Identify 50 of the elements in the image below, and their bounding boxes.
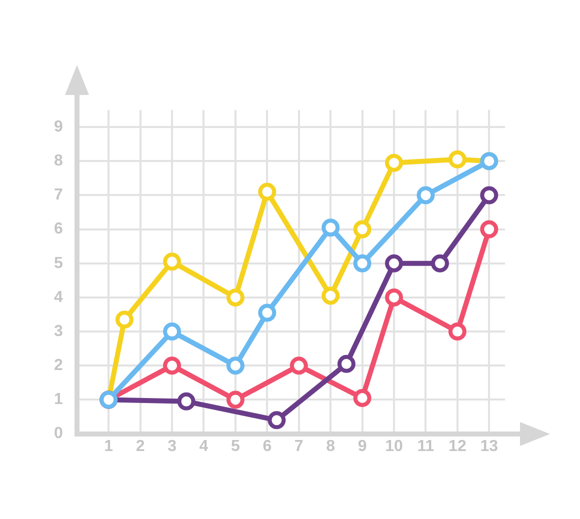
y-tick-label: 4 bbox=[54, 288, 63, 306]
point bbox=[258, 182, 276, 201]
point bbox=[480, 186, 498, 204]
x-tick-label: 7 bbox=[294, 438, 304, 455]
point bbox=[353, 254, 372, 272]
x-tick-label: 11 bbox=[417, 438, 434, 455]
x-tick-label: 9 bbox=[358, 438, 367, 455]
point bbox=[226, 356, 244, 375]
point bbox=[226, 390, 244, 409]
y-tick-label: 3 bbox=[54, 322, 63, 340]
point bbox=[115, 310, 134, 329]
y-tick-label: 8 bbox=[54, 152, 63, 170]
point bbox=[385, 254, 404, 272]
x-tick-label: 4 bbox=[199, 438, 208, 455]
x-tick-label: 1 bbox=[104, 438, 114, 455]
point bbox=[322, 286, 340, 305]
x-tick-label: 13 bbox=[480, 438, 498, 455]
y-tick-label: 6 bbox=[54, 220, 63, 238]
x-tick-label: 8 bbox=[326, 438, 336, 455]
y-tick-label: 1 bbox=[54, 391, 63, 408]
point bbox=[353, 220, 372, 238]
point bbox=[480, 220, 498, 238]
point bbox=[385, 288, 404, 306]
point bbox=[448, 150, 466, 168]
point bbox=[163, 356, 182, 375]
y-tick-label: 5 bbox=[54, 254, 63, 272]
point bbox=[337, 354, 356, 373]
point bbox=[416, 186, 435, 204]
y-tick-label: 0 bbox=[54, 425, 63, 442]
point bbox=[448, 322, 466, 341]
y-tick-label: 7 bbox=[54, 186, 63, 204]
point bbox=[353, 389, 372, 408]
point bbox=[290, 356, 308, 375]
point bbox=[258, 304, 276, 322]
point bbox=[163, 252, 182, 271]
y-tick-label: 2 bbox=[54, 357, 63, 374]
x-tick-label: 6 bbox=[262, 438, 272, 455]
x-tick-label: 3 bbox=[168, 438, 177, 455]
point bbox=[163, 322, 182, 341]
x-tick-label: 12 bbox=[448, 438, 466, 455]
point bbox=[322, 218, 340, 237]
x-tick-label: 5 bbox=[231, 438, 240, 455]
x-tick-label: 10 bbox=[385, 438, 404, 455]
point bbox=[177, 392, 196, 410]
point bbox=[430, 254, 449, 272]
point bbox=[385, 154, 404, 172]
y-tick-label: 9 bbox=[54, 118, 63, 136]
point bbox=[268, 411, 286, 430]
point bbox=[226, 288, 244, 306]
x-tick-label: 2 bbox=[136, 438, 145, 455]
